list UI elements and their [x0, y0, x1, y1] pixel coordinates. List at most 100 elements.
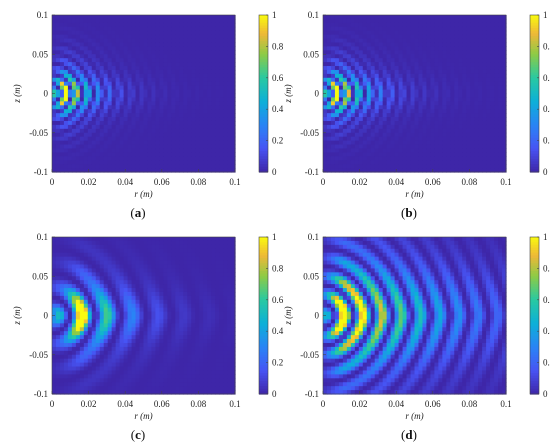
- heatmap-cell: [191, 73, 196, 79]
- heatmap-cell: [87, 288, 93, 293]
- heatmap-cell: [179, 113, 184, 118]
- heatmap-cell: [414, 69, 420, 75]
- colorbar-swatch: [259, 51, 268, 55]
- heatmap-cell: [115, 354, 121, 360]
- heatmap-cell: [59, 164, 65, 169]
- heatmap-cell: [326, 77, 332, 83]
- heatmap-cell: [326, 15, 332, 20]
- heatmap-cell: [231, 77, 236, 83]
- heatmap-cell: [67, 73, 73, 79]
- heatmap-cell: [462, 152, 467, 157]
- heatmap-cell: [52, 291, 57, 297]
- heatmap-cell: [398, 50, 404, 55]
- heatmap-cell: [155, 97, 161, 102]
- heatmap-cell: [155, 69, 161, 75]
- heatmap-cell: [191, 128, 196, 134]
- heatmap-cell: [131, 252, 137, 258]
- heatmap-cell: [346, 124, 352, 130]
- heatmap-cell: [470, 26, 475, 32]
- heatmap-cell: [203, 62, 208, 67]
- heatmap-cell: [466, 136, 471, 142]
- heatmap-cell: [358, 73, 364, 79]
- heatmap-cell: [63, 272, 69, 277]
- heatmap-cell: [131, 15, 137, 20]
- heatmap-cell: [123, 140, 129, 146]
- heatmap-cell: [215, 15, 220, 20]
- heatmap-cell: [191, 34, 196, 40]
- heatmap-cell: [67, 105, 73, 110]
- heatmap-cell: [402, 160, 408, 165]
- heatmap-cell: [211, 120, 216, 126]
- heatmap-cell: [115, 295, 121, 301]
- heatmap-cell: [191, 26, 196, 32]
- heatmap-cell: [203, 77, 208, 83]
- heatmap-cell: [75, 97, 81, 102]
- heatmap-cell: [79, 15, 85, 20]
- heatmap-cell: [127, 120, 133, 126]
- heatmap-cell: [55, 291, 61, 297]
- heatmap-cell: [79, 268, 85, 273]
- heatmap-cell: [215, 156, 220, 161]
- heatmap-cell: [346, 18, 352, 24]
- heatmap-cell: [338, 144, 344, 150]
- heatmap-cell: [155, 160, 161, 165]
- heatmap-cell: [474, 148, 479, 153]
- heatmap-cell: [139, 370, 145, 375]
- heatmap-cell: [199, 124, 204, 130]
- heatmap-cell: [175, 164, 180, 169]
- heatmap-cell: [135, 382, 141, 387]
- heatmap-cell: [123, 109, 129, 114]
- heatmap-cell: [362, 120, 368, 126]
- heatmap-cell: [227, 152, 232, 157]
- x-tick-label: 0.06: [154, 177, 170, 187]
- heatmap-cell: [406, 58, 412, 63]
- heatmap-cell: [87, 342, 93, 348]
- heatmap-cell: [163, 42, 168, 47]
- heatmap-cell: [107, 148, 113, 153]
- heatmap-cell: [171, 113, 176, 118]
- heatmap-cell: [79, 291, 85, 297]
- heatmap-cell: [207, 113, 212, 118]
- heatmap-cell: [466, 124, 471, 130]
- heatmap-cell: [362, 73, 368, 79]
- heatmap-cell: [103, 26, 109, 32]
- heatmap-cell: [466, 97, 471, 102]
- heatmap-cell: [406, 42, 412, 47]
- heatmap-cell: [426, 81, 432, 87]
- heatmap-cell: [382, 168, 388, 173]
- heatmap-cell: [155, 252, 161, 258]
- heatmap-cell: [338, 128, 344, 134]
- heatmap-cell: [418, 77, 424, 83]
- heatmap-cell: [490, 50, 495, 55]
- heatmap-cell: [466, 132, 471, 138]
- heatmap-cell: [71, 335, 77, 340]
- heatmap-cell: [231, 160, 236, 165]
- heatmap-cell: [67, 69, 73, 75]
- heatmap-cell: [199, 66, 204, 71]
- heatmap-cell: [91, 327, 97, 332]
- heatmap-cell: [398, 132, 404, 138]
- heatmap-cell: [99, 268, 105, 273]
- heatmap-cell: [59, 120, 65, 126]
- heatmap-cell: [159, 315, 164, 321]
- heatmap-cell: [323, 128, 328, 134]
- heatmap-cell: [422, 18, 428, 24]
- heatmap-cell: [143, 260, 149, 266]
- heatmap-cell: [75, 81, 81, 87]
- heatmap-cell: [55, 350, 61, 356]
- heatmap-cell: [111, 97, 117, 102]
- heatmap-cell: [450, 148, 455, 153]
- heatmap-cell: [354, 81, 360, 87]
- heatmap-cell: [159, 22, 164, 28]
- heatmap-cell: [79, 168, 85, 173]
- heatmap-cell: [490, 89, 495, 95]
- heatmap-cell: [438, 168, 443, 173]
- heatmap-cell: [147, 362, 153, 368]
- heatmap-cell: [199, 38, 204, 44]
- heatmap-cell: [55, 366, 61, 372]
- heatmap-cell: [442, 120, 447, 126]
- heatmap-cell: [107, 30, 113, 36]
- heatmap-cell: [434, 124, 439, 130]
- heatmap-cell: [79, 264, 85, 269]
- heatmap-cell: [370, 148, 376, 153]
